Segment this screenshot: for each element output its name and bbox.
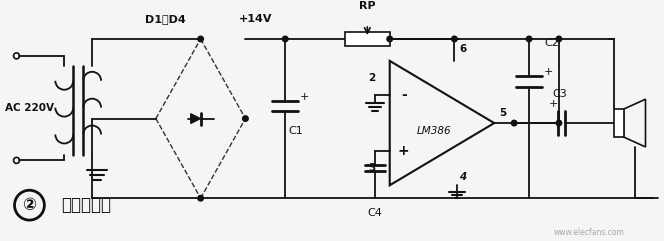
- Text: +: +: [398, 144, 410, 158]
- Text: +: +: [300, 92, 309, 102]
- Text: www.elecfans.com: www.elecfans.com: [553, 228, 624, 237]
- Circle shape: [282, 36, 288, 42]
- Text: AC 220V: AC 220V: [5, 103, 54, 113]
- Circle shape: [511, 120, 517, 126]
- Text: C2: C2: [544, 38, 559, 48]
- Text: LM386: LM386: [417, 126, 452, 136]
- Text: D1～D4: D1～D4: [145, 14, 186, 24]
- Text: C3: C3: [552, 89, 567, 99]
- Text: 4: 4: [459, 172, 467, 182]
- Text: C1: C1: [288, 126, 303, 135]
- Text: 6: 6: [459, 44, 467, 54]
- Circle shape: [527, 36, 532, 42]
- Circle shape: [198, 195, 203, 201]
- Bar: [345, 32, 390, 46]
- Circle shape: [452, 36, 457, 42]
- Text: RP: RP: [359, 1, 376, 11]
- Text: +: +: [549, 99, 558, 109]
- Text: ②: ②: [23, 196, 37, 214]
- Circle shape: [198, 36, 203, 42]
- Text: 间歇振荡器: 间歇振荡器: [61, 196, 112, 214]
- Circle shape: [556, 120, 562, 126]
- Text: 3: 3: [368, 163, 375, 173]
- Text: +14V: +14V: [238, 14, 272, 24]
- Text: 5: 5: [499, 108, 507, 118]
- Circle shape: [387, 36, 392, 42]
- Text: -: -: [401, 88, 406, 102]
- Polygon shape: [191, 114, 201, 124]
- Circle shape: [556, 36, 562, 42]
- Circle shape: [242, 116, 248, 121]
- Text: 2: 2: [368, 73, 375, 83]
- Text: C4: C4: [367, 208, 382, 218]
- Text: +: +: [544, 67, 553, 77]
- Bar: [614, 109, 623, 137]
